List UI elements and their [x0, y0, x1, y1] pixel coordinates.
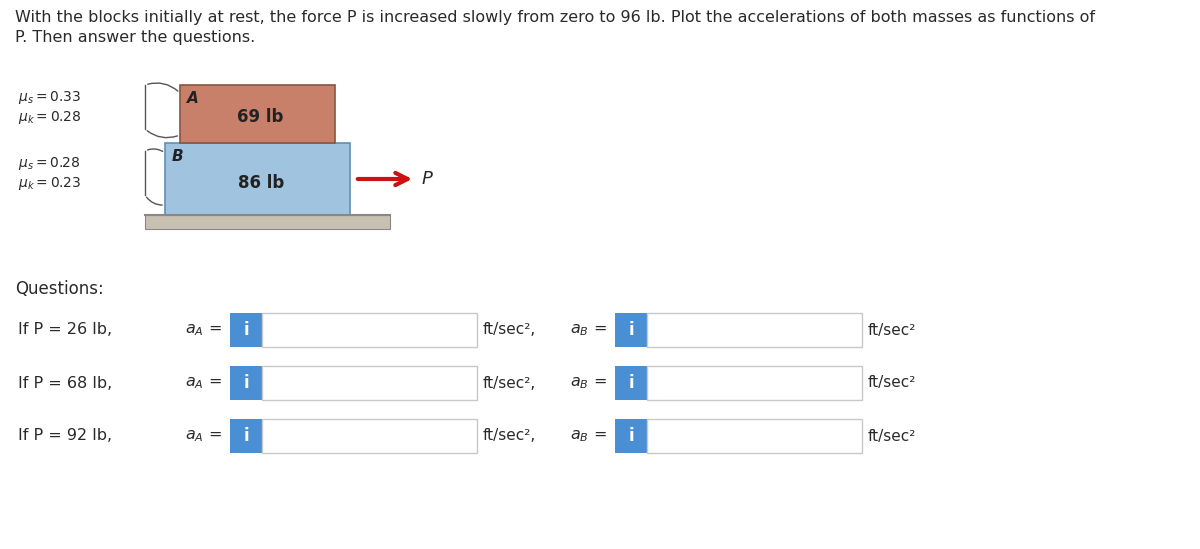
Text: $a_A$ =: $a_A$ =: [185, 375, 222, 391]
Bar: [647, 313, 862, 347]
Text: $a_A$ =: $a_A$ =: [185, 428, 222, 444]
Text: i: i: [244, 374, 248, 392]
Bar: [262, 366, 478, 400]
Bar: [145, 215, 390, 229]
Text: $a_A$ =: $a_A$ =: [185, 322, 222, 338]
Text: P: P: [422, 170, 433, 188]
Text: ft/sec²: ft/sec²: [868, 429, 917, 444]
Text: $a_B$ =: $a_B$ =: [570, 375, 607, 391]
Bar: [166, 143, 350, 215]
Text: A: A: [187, 91, 199, 106]
Bar: [616, 419, 647, 453]
Text: ft/sec²,: ft/sec²,: [482, 429, 536, 444]
Text: If P = 26 lb,: If P = 26 lb,: [18, 322, 112, 338]
Text: ft/sec²: ft/sec²: [868, 322, 917, 338]
Bar: [230, 366, 262, 400]
Bar: [616, 313, 647, 347]
Text: $\mu_s = 0.33$: $\mu_s = 0.33$: [18, 88, 82, 105]
Text: $a_B$ =: $a_B$ =: [570, 322, 607, 338]
Bar: [262, 419, 478, 453]
Text: Questions:: Questions:: [14, 280, 103, 298]
Text: If P = 92 lb,: If P = 92 lb,: [18, 429, 112, 444]
Bar: [180, 85, 335, 143]
Text: ft/sec²: ft/sec²: [868, 376, 917, 390]
Text: $\mu_s = 0.28$: $\mu_s = 0.28$: [18, 154, 80, 171]
Text: $\mu_k = 0.23$: $\mu_k = 0.23$: [18, 175, 82, 192]
Text: i: i: [628, 321, 634, 339]
Text: 69 lb: 69 lb: [238, 108, 283, 126]
Text: i: i: [244, 427, 248, 445]
Text: If P = 68 lb,: If P = 68 lb,: [18, 376, 113, 390]
Bar: [262, 313, 478, 347]
Text: ft/sec²,: ft/sec²,: [482, 322, 536, 338]
Text: 86 lb: 86 lb: [238, 173, 284, 192]
Text: ft/sec²,: ft/sec²,: [482, 376, 536, 390]
Bar: [647, 419, 862, 453]
Bar: [616, 366, 647, 400]
Text: With the blocks initially at rest, the force P is increased slowly from zero to : With the blocks initially at rest, the f…: [14, 10, 1096, 46]
Text: i: i: [628, 427, 634, 445]
Text: $\mu_k = 0.28$: $\mu_k = 0.28$: [18, 109, 82, 126]
Bar: [647, 366, 862, 400]
Text: B: B: [172, 149, 184, 164]
Text: i: i: [628, 374, 634, 392]
Text: $a_B$ =: $a_B$ =: [570, 428, 607, 444]
Bar: [230, 419, 262, 453]
Text: i: i: [244, 321, 248, 339]
Bar: [230, 313, 262, 347]
